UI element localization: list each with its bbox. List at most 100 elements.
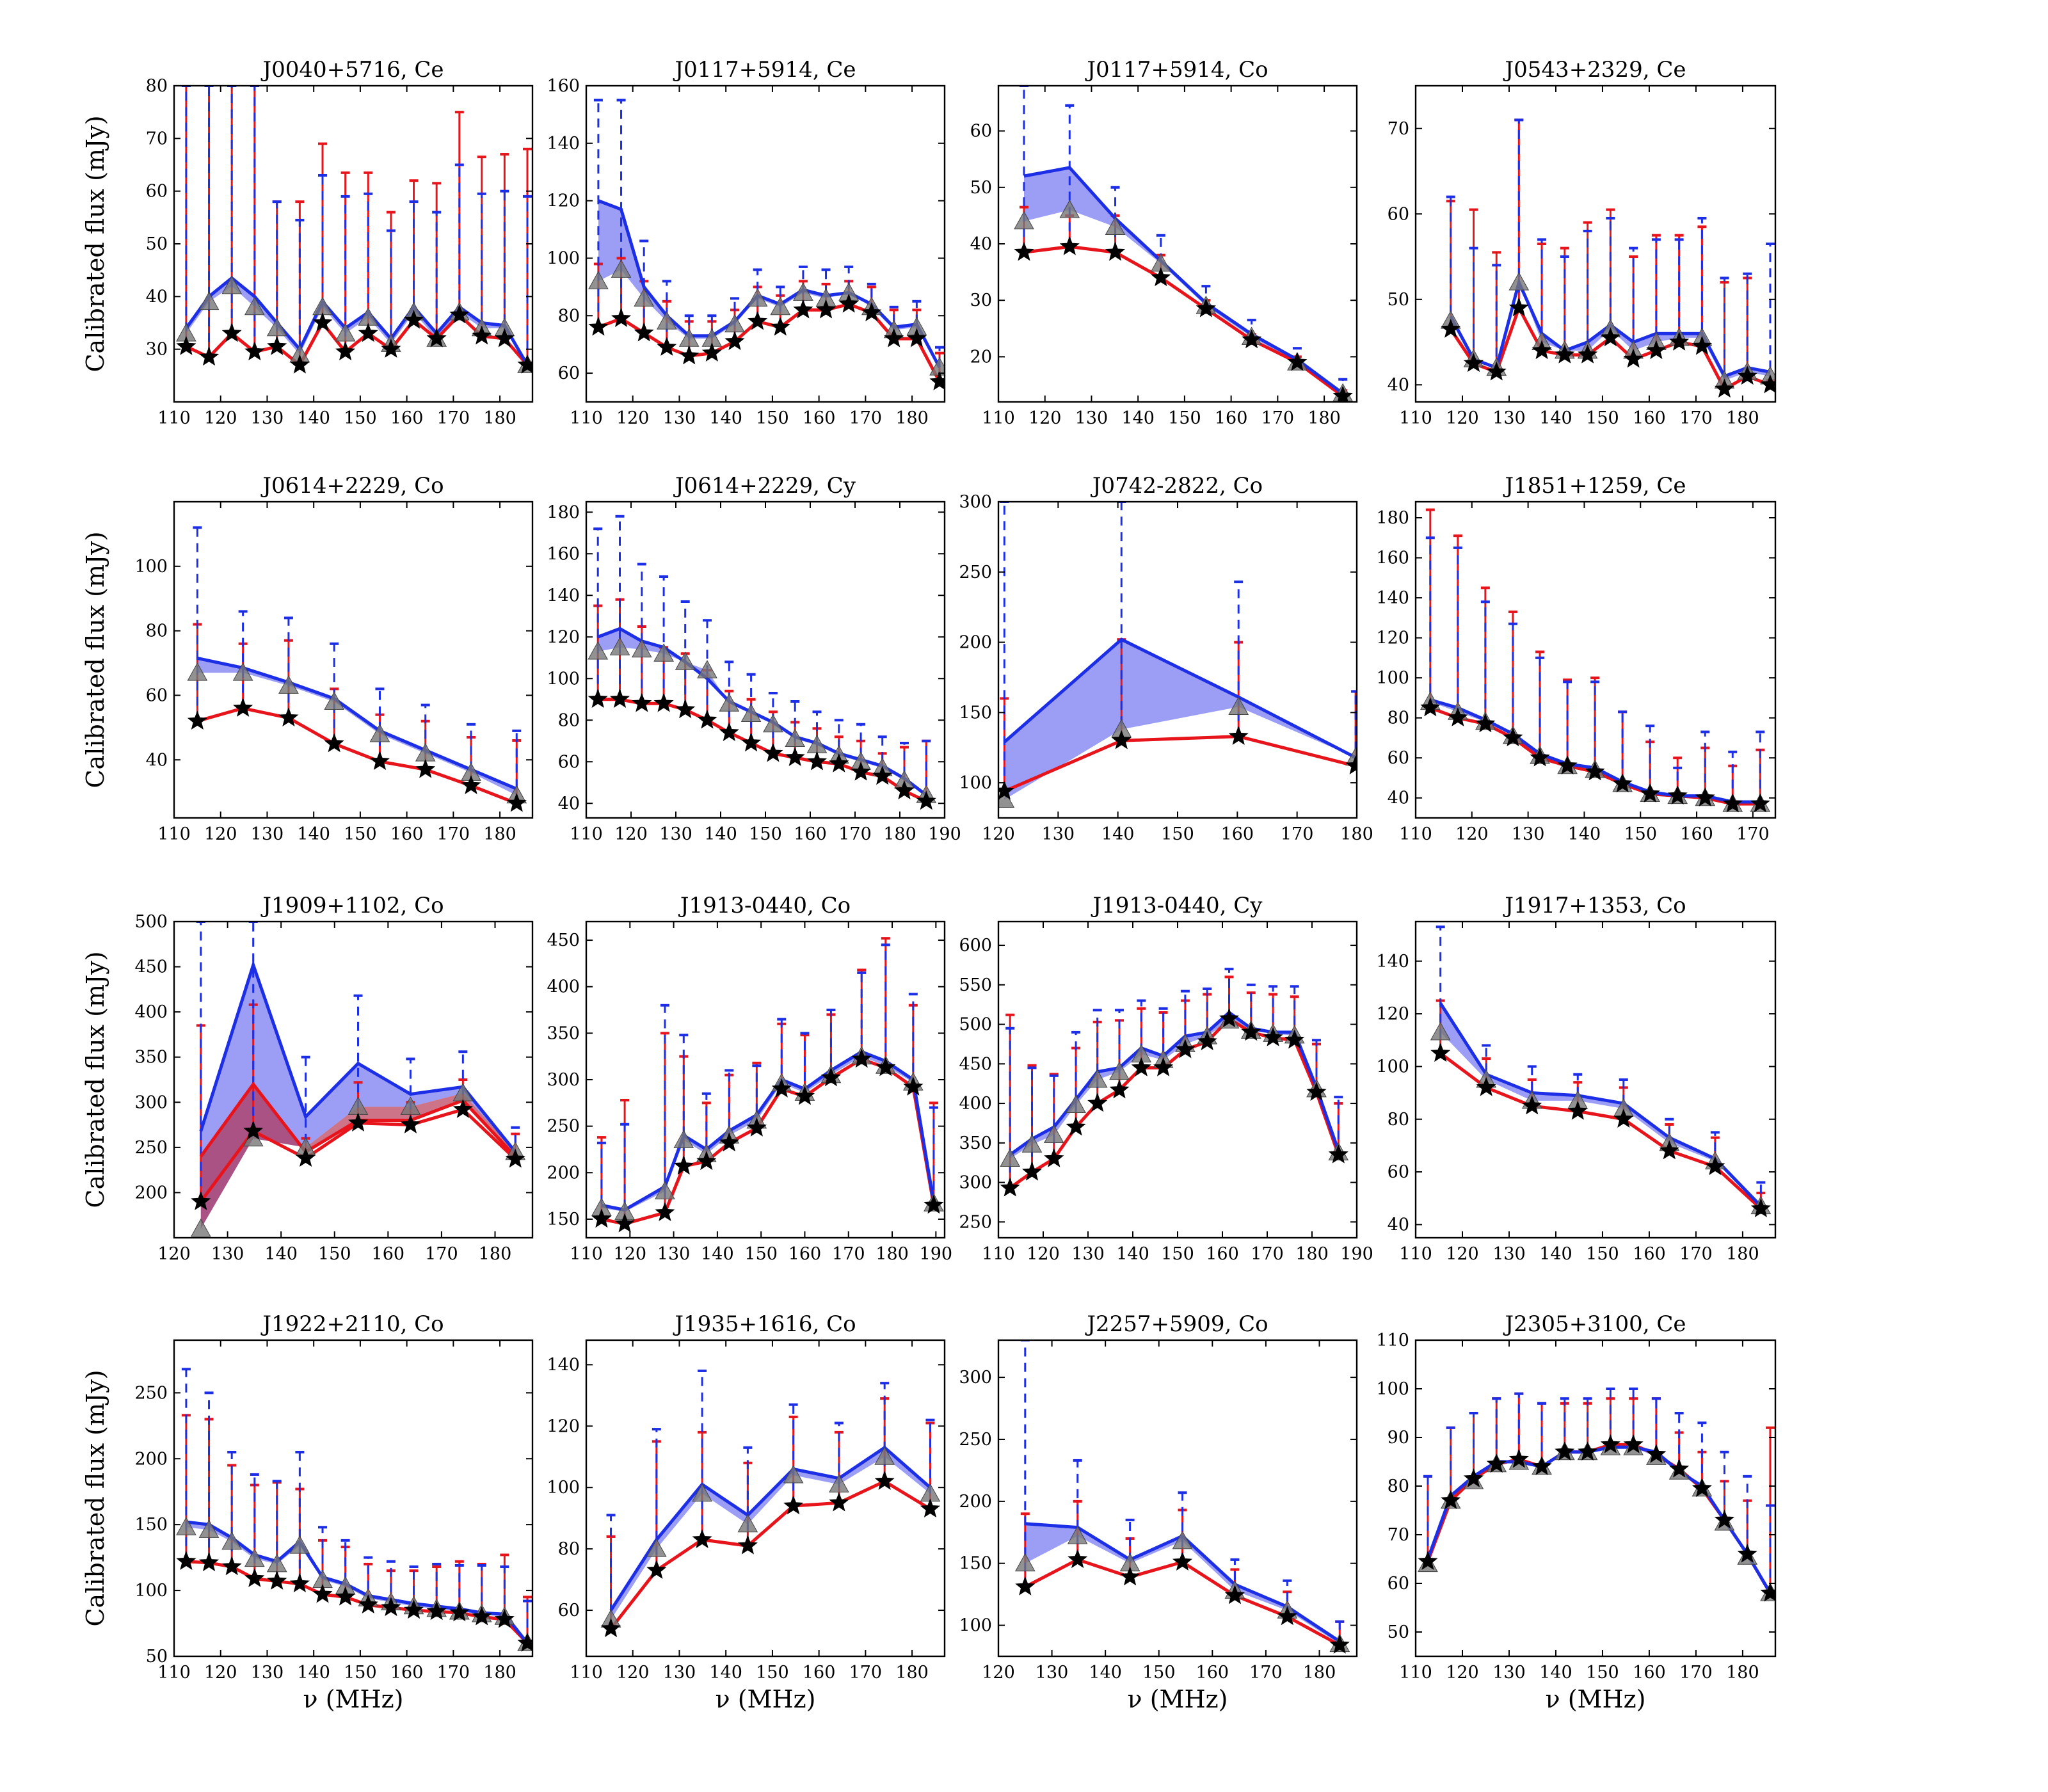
- star-point: [1151, 267, 1171, 287]
- star-point: [198, 1552, 220, 1572]
- blue-series-line: [1009, 1010, 1340, 1156]
- star-point: [369, 751, 390, 771]
- star-point: [746, 1117, 767, 1137]
- y-tick-label: 100: [134, 1581, 168, 1601]
- star-point: [1175, 1039, 1196, 1059]
- y-tick-label: 40: [1388, 375, 1409, 395]
- y-axis-label: Calibrated flux (mJy): [81, 1370, 109, 1626]
- star-point: [1197, 1031, 1217, 1050]
- star-point: [1441, 1490, 1461, 1510]
- star-point: [632, 692, 652, 712]
- chart-panel-11: 110 120 130 140 150 160 170 180 190 250 300 350 400 4…: [959, 893, 1373, 1264]
- star-point: [1760, 374, 1775, 394]
- x-tick-label: 110: [570, 1244, 603, 1264]
- chart-panel-14: 110 120 130 140 150 160 170 180 60 80 100 120 140 J19…: [547, 1311, 946, 1713]
- y-tick-label: 90: [1388, 1428, 1409, 1448]
- triangle-point: [653, 643, 674, 662]
- y-tick-label: 160: [547, 76, 580, 96]
- star-point: [741, 732, 762, 752]
- star-point: [673, 1155, 694, 1175]
- star-point: [1508, 1448, 1529, 1468]
- plot-area: [1014, 1340, 1350, 1654]
- star-point: [614, 1213, 635, 1233]
- x-tick-label: 120: [616, 1663, 650, 1683]
- star-point: [920, 1498, 941, 1518]
- plot-frame: [997, 84, 1358, 403]
- panel-title: J0117+5914, Ce: [673, 57, 856, 83]
- x-tick-label: 170: [832, 1244, 865, 1264]
- y-tick-label: 250: [134, 1138, 168, 1158]
- star-point: [1021, 1162, 1043, 1181]
- star-point: [806, 751, 828, 771]
- y-tick-label: 50: [146, 234, 168, 254]
- x-tick-label: 150: [318, 1244, 351, 1264]
- star-point: [1623, 1434, 1644, 1453]
- star-point: [1503, 727, 1523, 747]
- star-point: [1111, 730, 1132, 749]
- star-point: [657, 337, 677, 356]
- x-tick-label: 170: [425, 1244, 458, 1264]
- x-tick-label: 160: [372, 1244, 405, 1264]
- x-tick-label: 180: [1295, 1244, 1329, 1264]
- triangle-point: [697, 660, 717, 678]
- panel-title: J1922+2110, Co: [260, 1311, 444, 1337]
- plot-area: [1440, 118, 1775, 398]
- plot-frame: [997, 1339, 1358, 1658]
- star-point: [655, 1202, 675, 1222]
- y-tick-label: 60: [146, 685, 168, 705]
- star-point: [1430, 1043, 1451, 1062]
- x-tick-label: 190: [920, 1244, 953, 1264]
- star-point: [785, 747, 805, 766]
- star-point: [1600, 327, 1620, 347]
- y-tick-label: 150: [959, 703, 992, 723]
- x-tick-label: 180: [483, 1663, 516, 1683]
- star-point: [1131, 1057, 1151, 1076]
- star-point: [1224, 1585, 1245, 1604]
- star-point: [696, 1151, 717, 1171]
- x-tick-label: 120: [1455, 824, 1489, 844]
- x-tick-label: 150: [344, 824, 377, 844]
- triangle-point: [1087, 1069, 1108, 1088]
- star-point: [494, 1609, 515, 1628]
- triangle-point: [609, 637, 630, 655]
- x-tick-label: 120: [614, 824, 648, 844]
- triangle-point: [829, 1474, 849, 1492]
- y-tick-label: 40: [1388, 1215, 1409, 1235]
- star-point: [1486, 361, 1507, 381]
- plot-frame: [1414, 920, 1777, 1239]
- triangle-point: [1105, 216, 1126, 236]
- panel-title: J1917+1353, Co: [1503, 893, 1686, 918]
- x-tick-label: 130: [1042, 824, 1075, 844]
- red-series-line: [186, 1560, 529, 1645]
- y-tick-label: 300: [547, 1070, 580, 1090]
- plot-area: [600, 1369, 941, 1638]
- y-tick-label: 300: [134, 1092, 168, 1112]
- y-axis-label: Calibrated flux (mJy): [81, 531, 109, 788]
- x-tick-label: 160: [1633, 408, 1666, 428]
- triangle-point: [611, 259, 632, 278]
- star-point: [1623, 348, 1644, 368]
- plot-frame: [173, 1339, 534, 1658]
- star-point: [1241, 1021, 1261, 1041]
- y-tick-label: 160: [547, 544, 580, 564]
- star-point: [221, 323, 242, 342]
- star-point: [426, 1601, 447, 1620]
- star-point: [1722, 793, 1743, 813]
- y-tick-label: 250: [547, 1117, 580, 1137]
- y-tick-label: 450: [134, 957, 168, 977]
- x-tick-label: 150: [756, 408, 789, 428]
- star-point: [820, 1067, 842, 1087]
- chart-panel-2: 110 120 130 140 150 160 170 180 60 80 100 120 140 160…: [547, 57, 946, 428]
- blue-series-line: [1003, 637, 1357, 759]
- star-point: [1329, 1635, 1350, 1654]
- star-point: [1015, 1576, 1036, 1596]
- x-tick-label: 160: [1633, 1663, 1666, 1683]
- x-tick-label: 130: [251, 824, 284, 844]
- star-point: [296, 1148, 316, 1167]
- triangle-point: [770, 296, 791, 316]
- x-tick-label: 170: [1249, 1663, 1283, 1683]
- plot-frame: [173, 500, 534, 819]
- star-point: [1448, 707, 1468, 726]
- y-tick-label: 120: [1376, 1004, 1409, 1024]
- star-point: [1760, 1582, 1775, 1602]
